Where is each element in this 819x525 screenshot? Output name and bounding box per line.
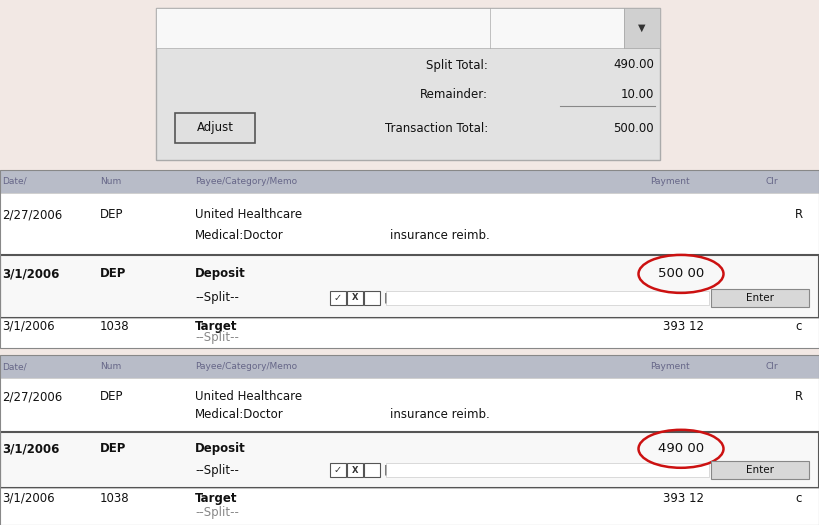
Text: 3/1/2006: 3/1/2006	[2, 442, 59, 455]
Bar	[0, 488, 819, 525]
Bar	[624, 8, 660, 48]
Text: R: R	[795, 208, 803, 221]
Bar	[386, 291, 709, 305]
Text: 500.00: 500.00	[613, 121, 654, 134]
Text: 500 00: 500 00	[658, 267, 704, 280]
Text: Deposit: Deposit	[195, 442, 246, 455]
Text: insurance reimb.: insurance reimb.	[390, 229, 490, 242]
Text: --Split--: --Split--	[195, 331, 239, 344]
Text: Payment: Payment	[650, 362, 690, 371]
Text: Clr: Clr	[765, 177, 777, 186]
Bar	[711, 289, 809, 307]
Text: DEP: DEP	[100, 208, 124, 221]
Text: Clr: Clr	[765, 362, 777, 371]
Text: United Healthcare: United Healthcare	[195, 391, 302, 403]
Text: ✓: ✓	[334, 293, 342, 303]
Text: Target: Target	[195, 492, 238, 505]
Text: Payee/Category/Memo: Payee/Category/Memo	[195, 362, 297, 371]
Text: --Split--: --Split--	[195, 506, 239, 519]
Text: Payment: Payment	[650, 177, 690, 186]
Text: 2/27/2006: 2/27/2006	[2, 208, 62, 221]
Text: --Split--: --Split--	[195, 291, 239, 304]
Text: X: X	[351, 466, 358, 475]
Text: 393 12: 393 12	[663, 492, 704, 505]
Text: DEP: DEP	[100, 442, 126, 455]
Text: Enter: Enter	[746, 293, 774, 303]
Text: 3/1/2006: 3/1/2006	[2, 267, 59, 280]
Bar	[386, 463, 709, 477]
Text: Remainder:: Remainder:	[420, 89, 488, 101]
Bar	[0, 432, 819, 488]
Text: --Split--: --Split--	[195, 464, 239, 477]
Bar	[347, 463, 363, 477]
Bar	[364, 463, 380, 477]
Text: 10.00: 10.00	[621, 89, 654, 101]
Text: 1038: 1038	[100, 320, 129, 333]
Text: Date/: Date/	[2, 177, 27, 186]
Text: Transaction Total:: Transaction Total:	[385, 121, 488, 134]
Bar	[0, 170, 819, 193]
Text: 490 00: 490 00	[658, 442, 704, 455]
Bar	[156, 8, 660, 48]
Text: X: X	[351, 293, 358, 302]
Bar	[0, 355, 819, 525]
Text: c: c	[796, 492, 802, 505]
Bar	[0, 193, 819, 255]
Text: |: |	[383, 292, 387, 303]
Text: insurance reimb.: insurance reimb.	[390, 408, 490, 421]
Text: 3/1/2006: 3/1/2006	[2, 492, 55, 505]
Text: Adjust: Adjust	[197, 121, 233, 134]
Bar	[0, 355, 819, 378]
Bar	[0, 318, 819, 348]
Bar	[0, 170, 819, 348]
Text: 490.00: 490.00	[613, 58, 654, 71]
Text: Payee/Category/Memo: Payee/Category/Memo	[195, 177, 297, 186]
Bar	[330, 463, 346, 477]
Text: United Healthcare: United Healthcare	[195, 208, 302, 221]
Text: Enter: Enter	[746, 465, 774, 475]
Text: |: |	[383, 465, 387, 475]
Bar	[711, 461, 809, 479]
Text: ▼: ▼	[638, 23, 645, 33]
Text: Medical:Doctor: Medical:Doctor	[195, 408, 283, 421]
Text: DEP: DEP	[100, 267, 126, 280]
Text: 393 12: 393 12	[663, 320, 704, 333]
Text: Date/: Date/	[2, 362, 27, 371]
Text: DEP: DEP	[100, 391, 124, 403]
Text: Medical:Doctor: Medical:Doctor	[195, 229, 283, 242]
Bar	[330, 291, 346, 305]
Text: 1038: 1038	[100, 492, 129, 505]
Text: ✓: ✓	[334, 465, 342, 475]
Text: Split Total:: Split Total:	[426, 58, 488, 71]
Bar	[156, 8, 660, 160]
Text: 2/27/2006: 2/27/2006	[2, 391, 62, 403]
Text: 3/1/2006: 3/1/2006	[2, 320, 55, 333]
Bar	[0, 378, 819, 432]
Bar	[175, 113, 255, 143]
Text: Num: Num	[100, 362, 121, 371]
Bar	[0, 255, 819, 318]
Text: Num: Num	[100, 177, 121, 186]
Text: Deposit: Deposit	[195, 267, 246, 280]
Bar	[347, 291, 363, 305]
Text: Target: Target	[195, 320, 238, 333]
Text: R: R	[795, 391, 803, 403]
Bar	[364, 291, 380, 305]
Text: c: c	[796, 320, 802, 333]
